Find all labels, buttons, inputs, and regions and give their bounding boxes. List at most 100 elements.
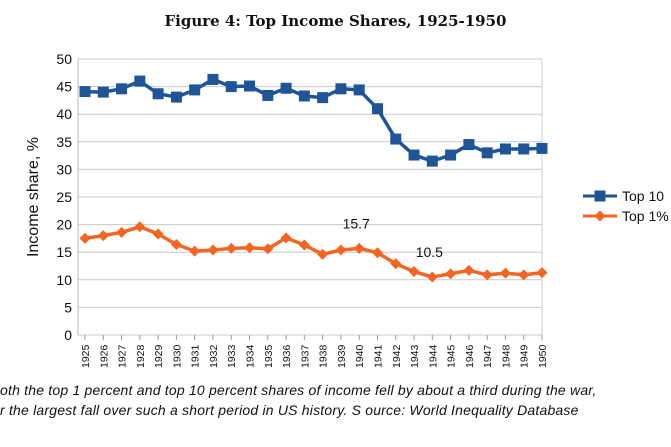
x-tick-label: 1948 xyxy=(500,344,512,368)
data-point xyxy=(371,103,383,115)
x-tick-label: 1932 xyxy=(208,344,220,368)
data-point xyxy=(79,232,91,244)
x-tick-label: 1935 xyxy=(263,344,275,368)
y-tick-label: 15 xyxy=(56,244,72,260)
x-tick-label: 1931 xyxy=(190,344,202,368)
data-point xyxy=(134,221,146,233)
x-tick-label: 1933 xyxy=(226,344,238,368)
data-point xyxy=(116,226,128,238)
data-point xyxy=(207,244,219,256)
data-point xyxy=(353,242,365,254)
data-point xyxy=(152,88,164,100)
x-tick-label: 1939 xyxy=(336,344,348,368)
data-point xyxy=(335,244,347,256)
chart-title: Figure 4: Top Income Shares, 1925-1950 xyxy=(164,12,507,30)
data-point xyxy=(244,242,256,254)
data-point xyxy=(298,90,310,102)
data-point xyxy=(97,230,109,242)
data-label: 10.5 xyxy=(416,244,443,260)
data-point xyxy=(499,143,511,155)
x-tick-label: 1942 xyxy=(391,344,403,368)
x-tick-label: 1950 xyxy=(537,344,549,368)
caption-line-2: r the largest fall over such a short per… xyxy=(0,402,579,418)
x-tick-label: 1945 xyxy=(446,344,458,368)
data-point xyxy=(536,142,548,154)
data-point xyxy=(207,73,219,85)
data-point xyxy=(481,147,493,159)
x-tick-label: 1938 xyxy=(318,344,330,368)
x-tick-label: 1937 xyxy=(299,344,311,368)
x-tick-label: 1949 xyxy=(519,344,531,368)
y-tick-label: 35 xyxy=(56,134,72,150)
data-point xyxy=(280,232,292,244)
data-point xyxy=(189,245,201,257)
x-tick-label: 1943 xyxy=(409,344,421,368)
y-tick-label: 40 xyxy=(56,106,72,122)
data-point xyxy=(225,242,237,254)
data-point xyxy=(408,266,420,278)
data-point xyxy=(280,82,292,94)
legend-marker xyxy=(594,190,606,202)
data-point xyxy=(518,269,530,281)
data-label: 15.7 xyxy=(343,215,370,231)
x-tick-label: 1925 xyxy=(80,344,92,368)
data-point xyxy=(262,89,274,101)
data-point xyxy=(298,239,310,251)
x-tick-label: 1946 xyxy=(464,344,476,368)
data-point xyxy=(481,269,493,281)
data-point xyxy=(426,155,438,167)
data-point xyxy=(170,238,182,250)
y-tick-label: 5 xyxy=(64,299,72,315)
x-tick-label: 1940 xyxy=(354,344,366,368)
x-tick-label: 1927 xyxy=(117,344,129,368)
data-point xyxy=(390,133,402,145)
x-tick-label: 1944 xyxy=(427,344,439,368)
data-point xyxy=(445,268,457,280)
data-point xyxy=(518,143,530,155)
legend-marker xyxy=(594,210,606,222)
x-tick-label: 1947 xyxy=(482,344,494,368)
y-axis-label: Income share, % xyxy=(25,137,42,257)
data-point xyxy=(170,91,182,103)
data-point xyxy=(244,80,256,92)
data-point xyxy=(408,149,420,161)
caption-line-1: oth the top 1 percent and top 10 percent… xyxy=(0,382,597,398)
data-point xyxy=(116,83,128,95)
data-point xyxy=(371,247,383,259)
x-tick-label: 1930 xyxy=(171,344,183,368)
y-tick-label: 50 xyxy=(56,51,72,67)
data-point xyxy=(445,149,457,161)
x-tick-label: 1936 xyxy=(281,344,293,368)
data-point xyxy=(152,228,164,240)
data-point xyxy=(134,75,146,87)
data-point xyxy=(426,271,438,283)
data-point xyxy=(317,92,329,104)
y-tick-label: 20 xyxy=(56,217,72,233)
line-chart: 0 5 10 15 20 25 30 35 40 45 50 1925 1926 1927 1928 1929… xyxy=(25,51,669,368)
data-point xyxy=(262,243,274,255)
x-tick-label: 1941 xyxy=(372,344,384,368)
y-tick-label: 25 xyxy=(56,189,72,205)
legend-label: Top 10 xyxy=(622,188,664,204)
y-tick-label: 10 xyxy=(56,272,72,288)
data-point xyxy=(225,81,237,93)
y-tick-label: 30 xyxy=(56,161,72,177)
data-point xyxy=(335,83,347,95)
y-tick-label: 0 xyxy=(64,327,72,343)
x-tick-label: 1934 xyxy=(245,344,257,368)
data-point xyxy=(97,86,109,98)
x-tick-label: 1929 xyxy=(153,344,165,368)
data-point xyxy=(189,84,201,96)
y-tick-label: 45 xyxy=(56,79,72,95)
data-point xyxy=(463,264,475,276)
x-tick-label: 1926 xyxy=(98,344,110,368)
data-point xyxy=(353,84,365,96)
data-point xyxy=(499,267,511,279)
data-point xyxy=(317,248,329,260)
legend-label: Top 1% xyxy=(622,208,669,224)
data-point xyxy=(463,139,475,151)
data-point xyxy=(536,267,548,279)
data-point xyxy=(79,86,91,98)
data-point xyxy=(390,258,402,270)
x-tick-label: 1928 xyxy=(135,344,147,368)
